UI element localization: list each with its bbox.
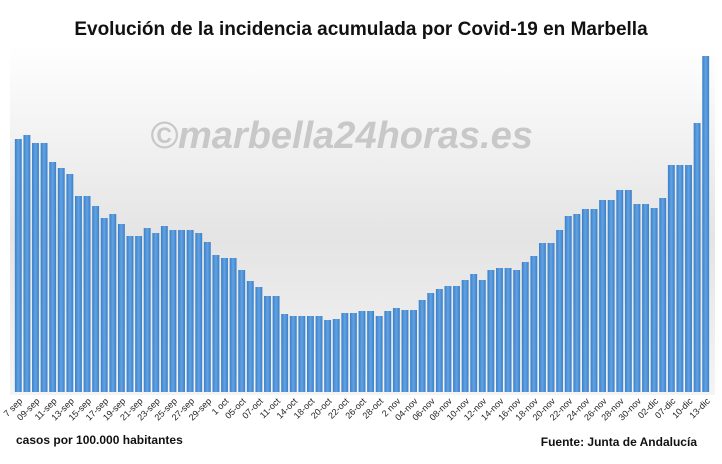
bar [693, 123, 701, 392]
bar [453, 286, 460, 392]
bar [66, 174, 74, 392]
bar [521, 262, 529, 392]
bar [573, 214, 581, 392]
bar [169, 230, 177, 392]
y-axis-label: casos por 100.000 habitantes [16, 433, 183, 447]
bar [160, 226, 168, 392]
bar [332, 319, 340, 392]
bar [32, 143, 39, 392]
source: Fuente: Junta de Andalucía [541, 435, 698, 449]
bar [685, 165, 692, 392]
bar [281, 314, 289, 392]
bar [23, 135, 31, 392]
bar [427, 293, 435, 392]
bar [392, 308, 400, 392]
bar [478, 280, 486, 392]
bar [40, 143, 48, 392]
bar [624, 190, 632, 392]
bar [401, 310, 409, 392]
bar [307, 316, 314, 392]
bar [14, 139, 22, 392]
bar [229, 258, 237, 392]
watermark: ©marbella24horas.es [150, 115, 533, 157]
bar [341, 313, 349, 392]
bar [221, 258, 228, 392]
bar [135, 236, 143, 392]
bar [435, 289, 443, 392]
bar [530, 256, 538, 392]
bar [676, 165, 684, 392]
bar [349, 313, 357, 392]
bar [152, 233, 160, 392]
bar [289, 316, 297, 392]
bar [642, 204, 649, 392]
chart-title: Evolución de la incidencia acumulada por… [74, 19, 648, 40]
bar [564, 216, 572, 392]
bar [272, 296, 280, 392]
bar [667, 165, 675, 392]
bar [487, 270, 495, 392]
bar [444, 286, 452, 392]
bar [92, 206, 100, 392]
bar [410, 310, 417, 392]
bar [616, 190, 624, 392]
bar [504, 268, 512, 392]
bar [556, 230, 564, 392]
bar [75, 196, 82, 392]
bar [238, 270, 246, 392]
bar [358, 311, 366, 392]
bar [126, 236, 134, 392]
bar [178, 230, 185, 392]
bar [384, 311, 392, 392]
bar [49, 162, 57, 392]
bar [418, 300, 426, 392]
bar [702, 56, 710, 392]
bar [315, 316, 323, 392]
bar [195, 233, 203, 392]
bar [607, 200, 615, 392]
bar [590, 209, 598, 392]
bar [581, 209, 589, 392]
bar [298, 316, 306, 392]
bar [496, 268, 503, 392]
bar [375, 316, 383, 392]
bar [470, 274, 478, 392]
bar [246, 281, 254, 392]
bar [461, 280, 469, 392]
bar [203, 242, 211, 392]
bar [117, 224, 125, 392]
bar [143, 228, 151, 392]
bar [547, 243, 555, 392]
bar [513, 270, 521, 392]
bar [83, 196, 91, 392]
bar [255, 287, 263, 392]
bar [264, 296, 271, 392]
bar [539, 243, 546, 392]
bar [212, 255, 220, 392]
bar [57, 168, 65, 392]
bar [599, 200, 607, 392]
bar [659, 198, 667, 392]
bar [650, 208, 658, 392]
bar [100, 218, 108, 392]
bar [367, 311, 375, 392]
bar [633, 204, 641, 392]
bar [324, 320, 332, 392]
bar [186, 230, 194, 392]
bar [109, 214, 117, 392]
